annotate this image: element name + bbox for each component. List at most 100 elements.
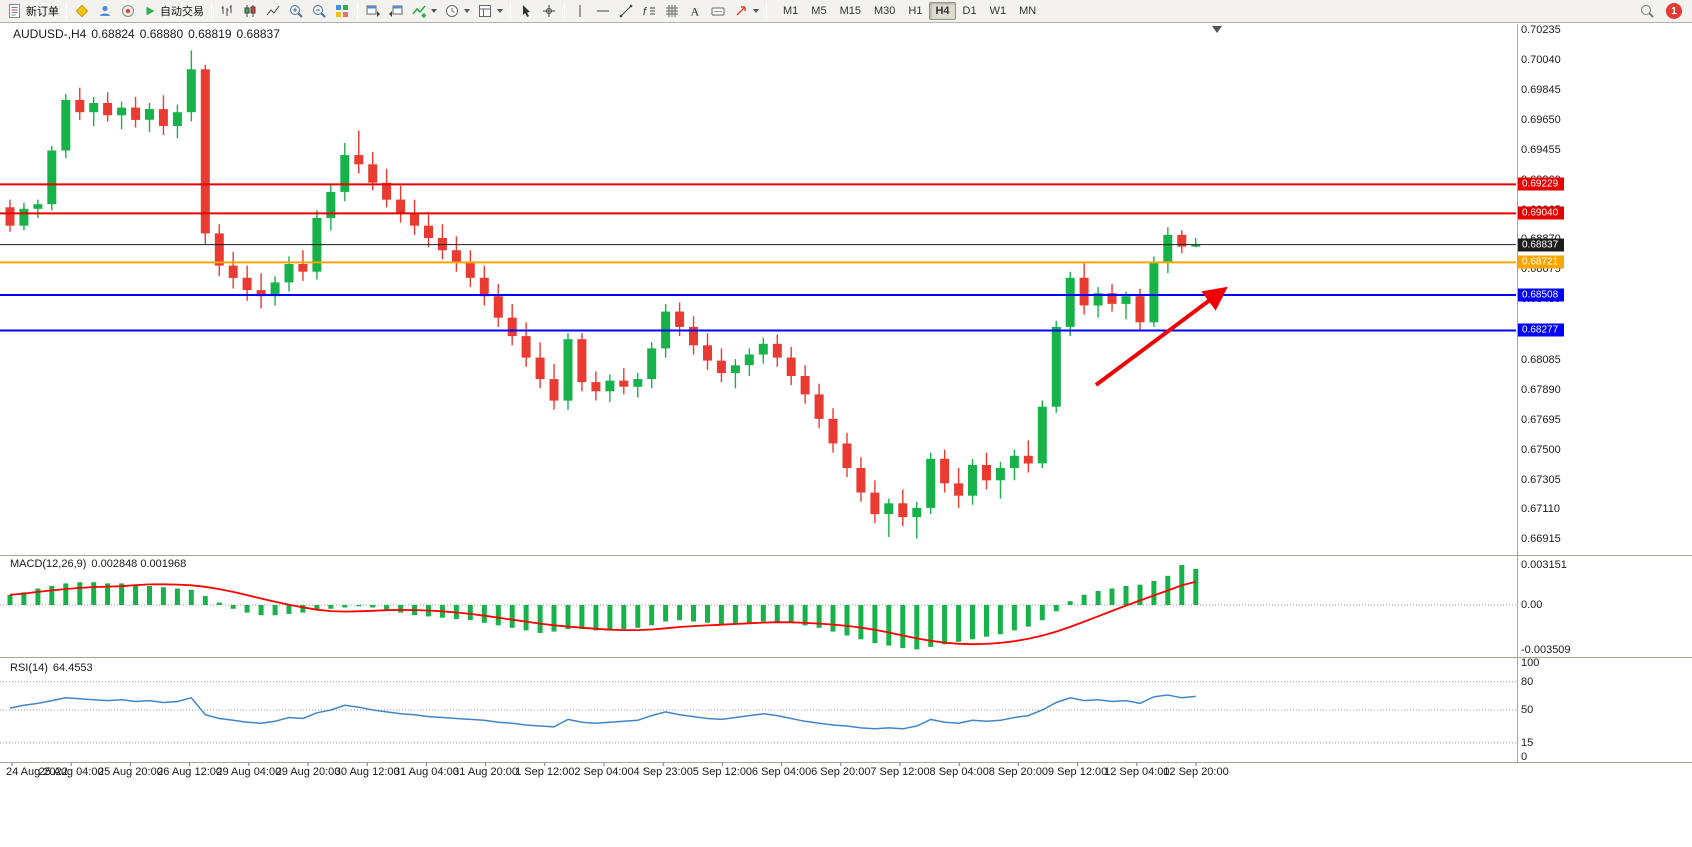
indicators-icon — [412, 5, 426, 18]
vertical-line-button[interactable] — [569, 1, 591, 21]
candlestick-chart-button[interactable] — [239, 1, 261, 21]
search-icon — [1641, 5, 1654, 18]
time-axis-label[interactable]: 26 Aug 12:00 — [157, 766, 223, 778]
grid-button[interactable] — [661, 1, 683, 21]
timeframe-button-D1[interactable]: D1 — [957, 2, 983, 20]
time-axis-label[interactable]: 29 Aug 04:00 — [216, 766, 282, 778]
time-axis-label[interactable]: 6 Sep 20:00 — [811, 766, 871, 778]
rsi-axis-tick: 80 — [1521, 675, 1534, 688]
crosshair-button[interactable] — [538, 1, 560, 21]
clock-icon — [446, 5, 458, 17]
notifications-badge[interactable]: 1 — [1666, 3, 1682, 19]
bar-chart-button[interactable] — [216, 1, 238, 21]
record-button[interactable] — [117, 1, 139, 21]
ohlc-close: 0.68837 — [236, 27, 280, 41]
timeframe-button-M30[interactable]: M30 — [868, 2, 901, 20]
rsi-value: 64.4553 — [52, 662, 93, 674]
fibonacci-button[interactable]: f — [638, 1, 660, 21]
chart-shift-marker[interactable] — [1212, 26, 1222, 33]
rsi-axis-tick: 50 — [1521, 704, 1534, 716]
label-button[interactable] — [707, 1, 729, 21]
timeframe-button-M15[interactable]: M15 — [834, 2, 867, 20]
crosshair-icon — [543, 5, 555, 17]
search-button[interactable] — [1636, 1, 1658, 21]
symbol-label: AUDUSD-,H4 — [13, 27, 87, 41]
timeframe-button-H1[interactable]: H1 — [902, 2, 928, 20]
dropdown-caret-icon — [431, 9, 437, 13]
time-axis-label[interactable]: 31 Aug 04:00 — [393, 766, 459, 778]
new-order-icon — [9, 4, 20, 18]
price-badge-0.68837: 0.68837 — [1518, 238, 1564, 252]
time-axis-label[interactable]: 30 Aug 12:00 — [334, 766, 400, 778]
zoom-out-button[interactable] — [308, 1, 330, 21]
time-axis-label[interactable]: 1 Sep 12:00 — [515, 766, 575, 778]
line-chart-button[interactable] — [262, 1, 284, 21]
time-axis-label[interactable]: 8 Sep 20:00 — [988, 766, 1049, 778]
toolbar-separator — [357, 3, 358, 19]
dropdown-caret-icon — [464, 9, 470, 13]
time-axis-label[interactable]: 12 Sep 04:00 — [1104, 766, 1170, 778]
arrows-button[interactable] — [730, 1, 762, 21]
grid-icon — [666, 5, 678, 17]
tile-windows-button[interactable] — [331, 1, 353, 21]
rsi-axis-tick: 100 — [1521, 657, 1540, 669]
rsi-name: RSI(14) — [10, 662, 48, 674]
new-order-label: 新订单 — [26, 6, 59, 18]
time-axis-label[interactable]: 9 Sep 12:00 — [1047, 766, 1108, 778]
rsi-axis-tick: 15 — [1521, 736, 1534, 749]
macd-axis-tick: 0.003151 — [1521, 559, 1567, 571]
new-order-button[interactable]: 新订单 — [4, 1, 62, 21]
profiles-button[interactable] — [94, 1, 116, 21]
price-axis-tick: 0.67695 — [1521, 413, 1561, 426]
ohlc-high: 0.68880 — [139, 27, 184, 41]
time-axis-label[interactable]: 29 Aug 20:00 — [275, 766, 341, 778]
trendline-button[interactable] — [615, 1, 637, 21]
price-axis-tick: 0.69650 — [1521, 113, 1561, 126]
macd-name: MACD(12,26,9) — [10, 558, 87, 570]
horizontal-line-icon — [597, 10, 609, 12]
horizontal-line-button[interactable] — [592, 1, 614, 21]
cursor-button[interactable] — [515, 1, 537, 21]
toolbar-separator — [66, 3, 67, 19]
chart-title: AUDUSD-,H4 0.68824 0.68880 0.68819 0.68837 — [13, 27, 285, 41]
time-axis-label[interactable]: 5 Sep 12:00 — [692, 766, 753, 778]
time-axis-label[interactable]: 2 Sep 04:00 — [574, 766, 634, 778]
pane-separators[interactable] — [0, 24, 1692, 763]
time-axis-label[interactable]: 8 Sep 04:00 — [929, 766, 989, 778]
svg-text:f: f — [643, 6, 647, 18]
svg-text:A: A — [691, 5, 700, 19]
trend-arrow[interactable] — [1094, 286, 1228, 387]
indicators-button[interactable] — [408, 1, 440, 21]
zoom-in-button[interactable] — [285, 1, 307, 21]
autotrading-button[interactable]: 自动交易 — [140, 1, 207, 21]
time-axis-label[interactable]: 24 Aug 2022 — [6, 766, 68, 778]
time-axis-label[interactable]: 25 Aug 20:00 — [97, 766, 163, 778]
metaeditor-button[interactable] — [71, 1, 93, 21]
arrange-windows-button[interactable] — [385, 1, 407, 21]
toolbar-separator — [564, 3, 565, 19]
price-axis-tick: 0.67110 — [1521, 503, 1560, 516]
timeframe-button-H4[interactable]: H4 — [929, 2, 956, 20]
timeframe-button-M5[interactable]: M5 — [805, 2, 832, 20]
timeframe-button-W1[interactable]: W1 — [984, 2, 1013, 20]
time-axis-label[interactable]: 12 Sep 20:00 — [1163, 766, 1229, 778]
timeframe-button-MN[interactable]: MN — [1013, 2, 1042, 20]
time-axis-label[interactable]: 7 Sep 12:00 — [870, 766, 930, 778]
toolbar-right: 1 — [1636, 1, 1688, 21]
candlestick-chart-icon — [244, 5, 256, 17]
time-axis-label[interactable]: 31 Aug 20:00 — [453, 766, 519, 778]
timeframe-button-M1[interactable]: M1 — [777, 2, 804, 20]
periods-button[interactable] — [441, 1, 473, 21]
time-axis-label[interactable]: 6 Sep 04:00 — [751, 766, 812, 778]
macd-signal-line — [9, 580, 1197, 646]
time-axis-label[interactable]: 4 Sep 23:00 — [633, 766, 693, 778]
time-axis-label[interactable]: 25 Aug 04:00 — [38, 766, 104, 778]
cascade-windows-button[interactable] — [362, 1, 384, 21]
toolbar-separator — [510, 3, 511, 19]
price-badge-0.68721: 0.68721 — [1518, 255, 1564, 269]
text-button[interactable]: A — [684, 1, 706, 21]
templates-button[interactable] — [474, 1, 506, 21]
